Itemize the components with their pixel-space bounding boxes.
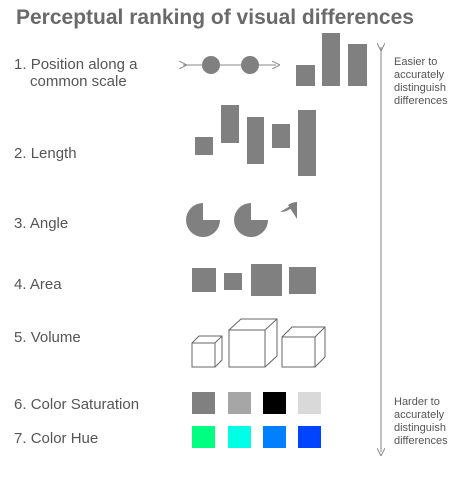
note-easier: Easier to accurately distinguish difference… — [394, 56, 448, 107]
hue-swatch — [228, 426, 251, 448]
position-dot — [241, 56, 259, 74]
hue-swatch — [263, 426, 286, 448]
item-position-line1: 1. Position along a — [14, 56, 138, 73]
angle-pie — [186, 203, 220, 237]
area-square — [289, 267, 316, 294]
hue-swatch — [192, 426, 215, 448]
volume-cube — [228, 318, 278, 368]
item-position-line2: common scale — [30, 73, 127, 90]
item-color-hue: 7. Color Hue — [14, 430, 99, 447]
saturation-swatch — [263, 392, 286, 414]
saturation-swatch — [192, 392, 215, 414]
area-square — [192, 268, 216, 292]
item-length: 2. Length — [14, 145, 77, 162]
length-bar — [298, 110, 316, 176]
volume-cube — [281, 326, 326, 368]
item-area: 4. Area — [14, 276, 62, 293]
position-bar — [348, 44, 367, 86]
item-angle: 3. Angle — [14, 215, 69, 232]
saturation-swatch — [298, 392, 321, 414]
area-square — [224, 273, 242, 290]
volume-cube — [191, 335, 223, 368]
saturation-swatch — [228, 392, 251, 414]
item-color-saturation: 6. Color Saturation — [14, 396, 140, 413]
length-bar — [195, 137, 213, 155]
position-bar — [296, 65, 315, 86]
page-title: Perceptual ranking of visual differences — [16, 6, 414, 29]
note-harder: Harder to accurately distinguish difference… — [394, 396, 448, 447]
angle-pie — [234, 203, 268, 237]
length-bar — [247, 117, 264, 164]
area-square — [251, 264, 282, 296]
length-bar — [272, 124, 290, 148]
hue-swatch — [298, 426, 321, 448]
length-bar — [221, 105, 239, 143]
angle-pie — [288, 202, 297, 219]
position-bar — [322, 33, 340, 86]
item-volume: 5. Volume — [14, 329, 81, 346]
position-dot — [202, 56, 220, 74]
item-position: 1. Position along a common scale — [14, 56, 137, 90]
